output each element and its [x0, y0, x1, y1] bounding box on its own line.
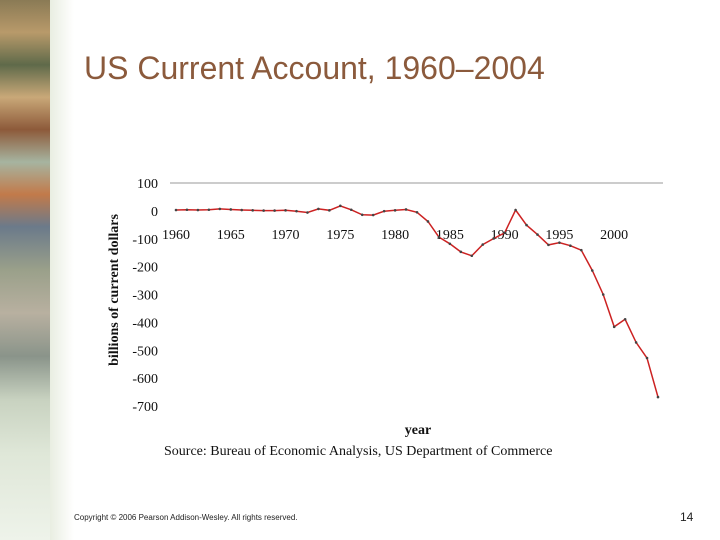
y-tick-label: 0 [151, 205, 158, 220]
y-axis-label: billions of current dollars [107, 214, 122, 366]
x-tick-label: 1975 [326, 228, 354, 243]
data-point [328, 209, 331, 212]
data-point [601, 293, 605, 296]
data-point-markers [174, 204, 660, 399]
data-point [634, 341, 638, 344]
page-number: 14 [680, 510, 694, 524]
slide-title: US Current Account, 1960–2004 [84, 50, 545, 86]
data-point [196, 208, 200, 212]
data-point [317, 207, 320, 211]
data-point [360, 213, 364, 217]
data-point [525, 223, 528, 227]
data-point [558, 241, 561, 244]
x-tick-label: 1990 [491, 228, 519, 243]
data-point [569, 244, 572, 248]
data-point [295, 209, 298, 213]
data-point [185, 208, 189, 212]
data-point [448, 242, 452, 246]
data-point [284, 209, 287, 212]
data-point [393, 209, 397, 212]
copyright-notice: Copyright © 2006 Pearson Addison-Wesley.… [74, 513, 298, 522]
data-point [590, 269, 594, 272]
data-point [656, 395, 660, 399]
data-point [612, 325, 616, 329]
data-point [404, 208, 408, 211]
data-point [426, 220, 430, 223]
x-tick-labels: 1960 1965 1970 1975 1980 1985 1990 1995 2000 [162, 228, 628, 243]
data-point [382, 209, 386, 213]
y-tick-label: -700 [132, 400, 158, 415]
data-point [459, 250, 463, 254]
data-point [514, 208, 517, 212]
data-point [623, 318, 627, 321]
x-tick-label: 1995 [545, 228, 573, 243]
x-tick-label: 1965 [217, 228, 245, 243]
current-account-line [175, 205, 659, 398]
data-point [306, 211, 309, 214]
y-tick-label: -100 [132, 233, 158, 248]
data-point [262, 209, 265, 212]
data-point [273, 209, 276, 212]
data-point [240, 208, 244, 212]
y-tick-label: -300 [132, 289, 158, 304]
data-point [339, 204, 342, 208]
x-axis-label: year [405, 423, 431, 438]
data-point [174, 208, 178, 212]
y-tick-label: -600 [132, 372, 158, 387]
x-tick-label: 1980 [381, 228, 409, 243]
data-point [492, 237, 495, 240]
data-point [207, 208, 211, 212]
decorative-side-fade [50, 0, 74, 540]
data-point [415, 210, 419, 214]
data-point [229, 208, 233, 211]
data-point [437, 235, 441, 239]
data-point [481, 243, 485, 246]
x-tick-label: 1970 [272, 228, 300, 243]
y-tick-label: -400 [132, 316, 158, 331]
y-tick-label: 100 [137, 177, 158, 192]
data-point [580, 248, 583, 252]
data-point [251, 209, 254, 212]
x-tick-label: 2000 [600, 228, 628, 243]
x-tick-label: 1960 [162, 228, 190, 243]
data-point [349, 208, 353, 212]
y-tick-label: -500 [132, 344, 158, 359]
chart-source-note: Source: Bureau of Economic Analysis, US … [164, 444, 552, 459]
data-point [645, 356, 649, 360]
data-point [218, 207, 222, 211]
data-point [547, 243, 550, 247]
data-point [470, 254, 474, 258]
y-tick-labels: 100 0 -100 -200 -300 -400 -500 -600 -700 [132, 177, 158, 415]
decorative-side-strip [0, 0, 50, 540]
data-point [503, 231, 506, 235]
data-point [536, 233, 539, 236]
data-point [371, 213, 375, 217]
y-tick-label: -200 [132, 261, 158, 276]
x-tick-label: 1985 [436, 228, 464, 243]
